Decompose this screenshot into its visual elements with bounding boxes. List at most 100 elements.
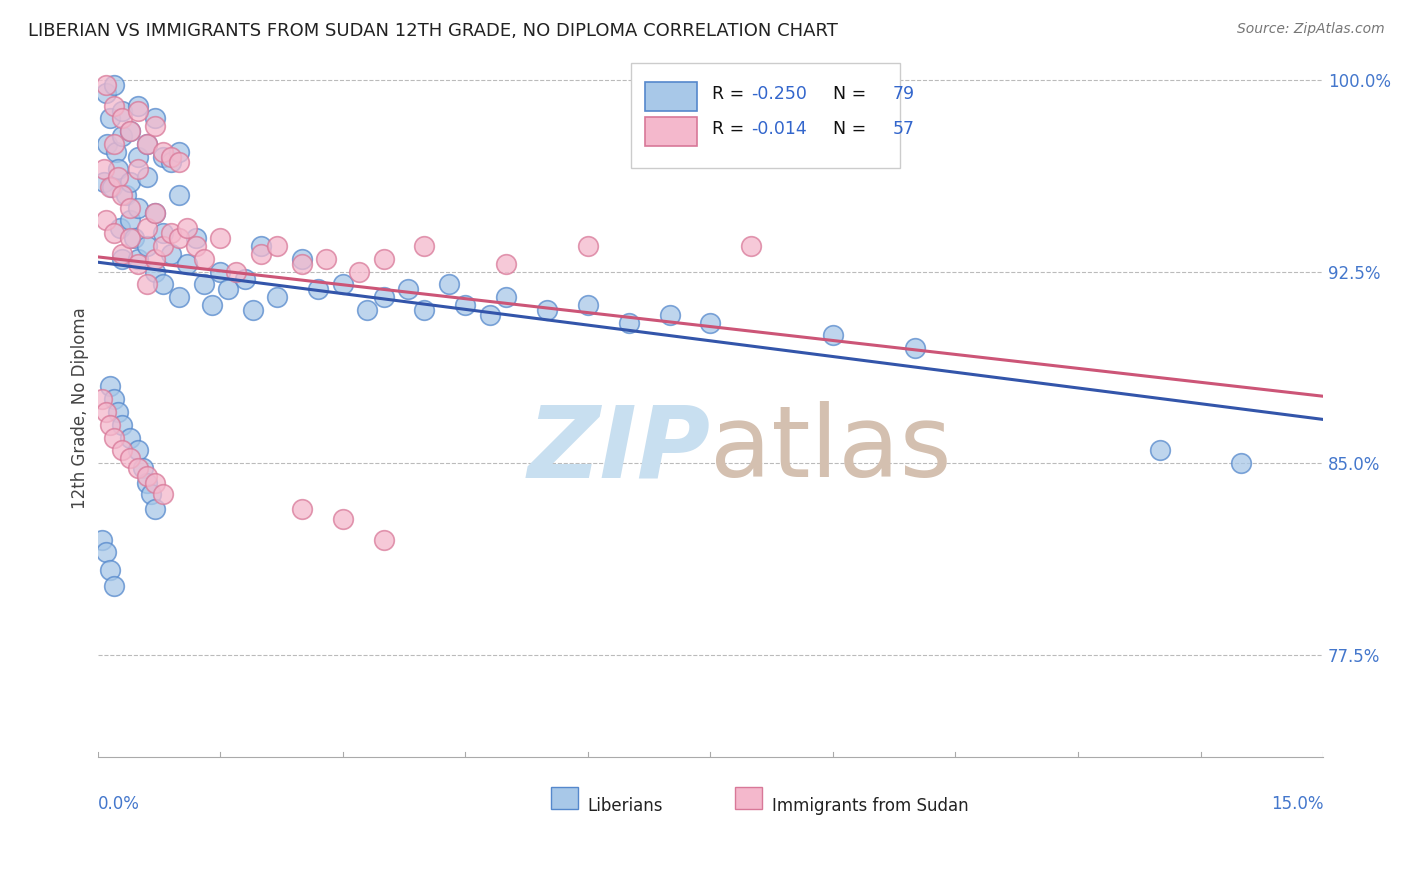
Point <box>131 461 153 475</box>
Point <box>143 206 166 220</box>
Point <box>135 221 157 235</box>
Point <box>152 145 174 159</box>
Text: N =: N = <box>823 86 872 103</box>
Point <box>107 162 129 177</box>
Point <box>127 252 149 266</box>
Point <box>103 431 125 445</box>
Point <box>111 246 134 260</box>
Point <box>107 170 129 185</box>
Point <box>169 290 191 304</box>
Point <box>250 246 273 260</box>
Point <box>169 188 191 202</box>
Point <box>143 264 166 278</box>
Point <box>217 282 239 296</box>
Point <box>291 502 314 516</box>
Point <box>111 103 134 118</box>
Point <box>209 264 232 278</box>
Point <box>152 239 174 253</box>
Text: ZIP: ZIP <box>527 401 710 499</box>
Point <box>242 302 264 317</box>
Point <box>107 405 129 419</box>
Point <box>98 112 121 126</box>
Point <box>143 206 166 220</box>
Point <box>160 150 183 164</box>
Point <box>93 162 115 177</box>
Point <box>373 290 395 304</box>
Point <box>94 78 117 92</box>
Point <box>135 239 157 253</box>
Point <box>201 298 224 312</box>
Text: -0.014: -0.014 <box>751 120 807 138</box>
Point <box>143 476 166 491</box>
Point <box>356 302 378 317</box>
Text: 15.0%: 15.0% <box>1271 795 1323 814</box>
Point <box>373 252 395 266</box>
Point <box>98 180 121 194</box>
Point <box>120 124 142 138</box>
Point <box>266 239 288 253</box>
Text: R =: R = <box>711 86 749 103</box>
Point <box>120 201 142 215</box>
Point <box>266 290 288 304</box>
Point <box>413 239 436 253</box>
Text: N =: N = <box>823 120 872 138</box>
Y-axis label: 12th Grade, No Diploma: 12th Grade, No Diploma <box>72 307 89 509</box>
Point <box>169 154 191 169</box>
Point <box>454 298 477 312</box>
Point <box>135 277 157 292</box>
Point <box>111 443 134 458</box>
Point <box>617 316 640 330</box>
Point <box>536 302 558 317</box>
Point <box>176 221 198 235</box>
Point <box>193 252 215 266</box>
Point <box>135 476 157 491</box>
Point <box>904 341 927 355</box>
Text: R =: R = <box>711 120 749 138</box>
Point <box>332 277 354 292</box>
Point <box>143 112 166 126</box>
Point <box>111 417 134 432</box>
Text: Source: ZipAtlas.com: Source: ZipAtlas.com <box>1237 22 1385 37</box>
Point <box>101 180 124 194</box>
Point <box>104 145 127 159</box>
Point <box>169 145 191 159</box>
Point <box>160 226 183 240</box>
Point <box>478 308 501 322</box>
Point <box>413 302 436 317</box>
Point <box>437 277 460 292</box>
Point <box>233 272 256 286</box>
Point <box>103 579 125 593</box>
Point <box>120 175 142 189</box>
Point <box>184 231 207 245</box>
Point <box>110 221 132 235</box>
FancyBboxPatch shape <box>645 82 697 112</box>
Point <box>347 264 370 278</box>
Text: 79: 79 <box>893 86 915 103</box>
Point <box>93 175 115 189</box>
Point <box>127 201 149 215</box>
Point <box>225 264 247 278</box>
Point <box>135 468 157 483</box>
Point <box>98 417 121 432</box>
Point <box>124 231 146 245</box>
Point <box>193 277 215 292</box>
Point <box>396 282 419 296</box>
Point <box>209 231 232 245</box>
Point <box>291 257 314 271</box>
Point <box>120 431 142 445</box>
Point <box>291 252 314 266</box>
Point <box>127 257 149 271</box>
Point <box>1149 443 1171 458</box>
Point <box>103 136 125 151</box>
Point <box>740 239 762 253</box>
Point <box>103 392 125 407</box>
Text: Immigrants from Sudan: Immigrants from Sudan <box>772 797 969 815</box>
Point <box>576 298 599 312</box>
Point <box>143 119 166 133</box>
Point <box>176 257 198 271</box>
Text: atlas: atlas <box>710 401 952 499</box>
Point <box>152 277 174 292</box>
Point <box>127 443 149 458</box>
Point <box>120 450 142 465</box>
Point <box>135 170 157 185</box>
